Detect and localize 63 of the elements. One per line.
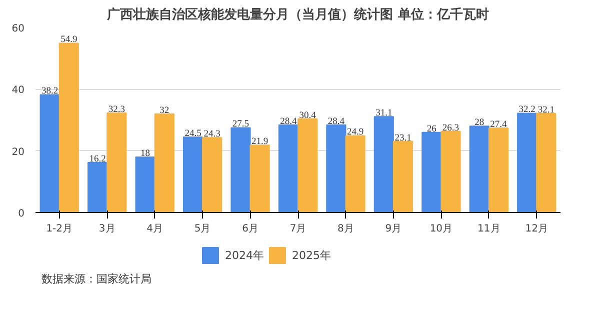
- x-tick-label: 11月: [478, 224, 500, 234]
- y-tick-label: 40: [12, 85, 25, 96]
- x-tick-label: 12月: [525, 224, 548, 234]
- bar: [278, 124, 298, 212]
- bar: [345, 135, 366, 212]
- data-label: 26: [426, 124, 437, 134]
- bar: [517, 112, 538, 212]
- bar: [40, 94, 60, 212]
- legend-label: 2025年: [292, 248, 331, 262]
- x-tick-label: 8月: [338, 224, 354, 234]
- bar: [469, 126, 490, 212]
- data-label: 28.4: [280, 116, 298, 127]
- data-label: 32.3: [108, 104, 126, 115]
- data-label: 18: [140, 149, 150, 159]
- data-label: 26.3: [442, 123, 460, 134]
- bar: [182, 136, 204, 212]
- y-tick-label: 0: [18, 208, 25, 220]
- bar: [154, 113, 174, 212]
- bar: [202, 137, 222, 212]
- data-label: 27.5: [232, 120, 250, 130]
- data-label: 23.1: [394, 133, 412, 144]
- data-label: 32.1: [538, 106, 555, 116]
- bar: [230, 127, 251, 212]
- data-label: 21.9: [252, 136, 268, 147]
- x-tick-label: 5月: [194, 224, 211, 234]
- data-label: 32: [160, 106, 170, 116]
- bar: [440, 130, 461, 212]
- data-label: 38.2: [42, 86, 58, 97]
- data-label: 32.2: [518, 105, 536, 116]
- legend-label: 2024年: [225, 248, 264, 262]
- bar: [58, 42, 79, 212]
- bar: [326, 124, 346, 212]
- x-tick-label: 7月: [290, 224, 306, 234]
- bar: [250, 144, 270, 212]
- x-tick-label: 9月: [385, 224, 402, 234]
- chart-title: 广西壮族自治区核能发电量分月（当月值）统计图 单位：亿千瓦时: [106, 6, 489, 22]
- x-tick-label: 4月: [146, 224, 164, 234]
- bar: [392, 140, 414, 212]
- data-label: 28: [474, 118, 484, 128]
- bar: [422, 132, 442, 212]
- source-note: 数据来源：国家统计局: [42, 272, 152, 286]
- bar: [374, 116, 394, 212]
- data-label: 30.4: [299, 110, 316, 121]
- data-label: 16.2: [89, 154, 106, 165]
- y-tick-label: 60: [12, 24, 25, 34]
- bar: [488, 128, 508, 212]
- bar: [135, 156, 156, 212]
- bar: [536, 113, 556, 212]
- bar: [298, 118, 318, 212]
- data-label: 24.9: [346, 128, 364, 138]
- data-label: 31.1: [376, 108, 392, 119]
- data-label: 28.4: [328, 116, 345, 127]
- data-label: 24.5: [184, 128, 202, 139]
- x-tick-label: 6月: [242, 224, 258, 234]
- bar: [88, 162, 108, 212]
- y-tick-label: 20: [12, 146, 25, 158]
- x-tick-label: 1-2月: [46, 224, 73, 234]
- x-tick-label: 3月: [98, 224, 116, 234]
- x-tick-label: 10月: [430, 224, 453, 234]
- data-label: 27.4: [490, 120, 508, 130]
- bar: [106, 112, 127, 212]
- data-label: 54.9: [60, 35, 78, 46]
- data-label: 24.3: [204, 130, 221, 140]
